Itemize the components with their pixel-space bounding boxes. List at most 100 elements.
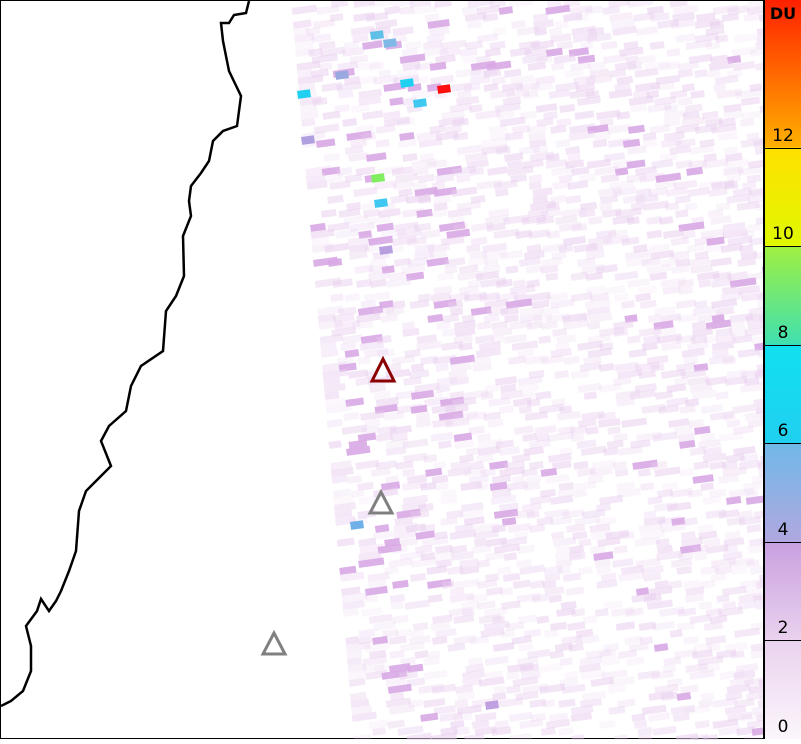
so2-pixel xyxy=(443,314,460,323)
colorbar-tick-label: 10 xyxy=(765,224,801,244)
so2-pixel xyxy=(432,636,448,645)
so2-pixel xyxy=(747,223,761,232)
so2-pixel xyxy=(647,496,662,505)
so2-pixels xyxy=(292,1,764,740)
so2-pixel xyxy=(694,69,707,78)
so2-pixel xyxy=(351,103,370,112)
so2-pixel xyxy=(389,650,404,659)
so2-pixel xyxy=(362,40,383,50)
so2-pixel xyxy=(316,5,339,15)
so2-pixel xyxy=(712,341,734,351)
so2-pixel xyxy=(567,622,585,631)
so2-pixel xyxy=(508,356,526,365)
so2-pixel xyxy=(371,467,391,477)
so2-pixel xyxy=(535,425,557,435)
so2-pixel xyxy=(511,635,532,645)
colorbar-tick-label: 12 xyxy=(765,126,801,146)
so2-pixel xyxy=(403,377,422,386)
so2-pixel xyxy=(608,706,625,715)
so2-pixel xyxy=(327,419,343,428)
so2-pixel xyxy=(726,419,740,428)
so2-pixel xyxy=(540,663,563,673)
so2-pixel xyxy=(360,411,384,421)
colorbar-tick-line xyxy=(765,443,801,444)
so2-pixel xyxy=(584,391,597,400)
so2-pixel xyxy=(571,370,589,379)
so2-pixel xyxy=(477,579,498,589)
so2-pixel xyxy=(551,62,565,71)
so2-pixel xyxy=(430,75,454,85)
so2-pixel xyxy=(358,356,371,365)
so2-pixel xyxy=(567,180,588,190)
so2-pixel xyxy=(484,314,500,323)
so2-pixel xyxy=(342,118,357,127)
so2-pixel xyxy=(655,391,673,400)
so2-pixel xyxy=(522,433,537,442)
so2-pixel xyxy=(601,41,618,50)
so2-pixel xyxy=(544,629,559,638)
so2-pixel xyxy=(548,89,569,99)
so2-pixel xyxy=(434,482,448,491)
so2-pixel xyxy=(513,580,531,589)
so2-pixel xyxy=(538,335,551,344)
so2-pixel xyxy=(666,48,680,57)
so2-pixel xyxy=(599,383,622,393)
so2-pixel xyxy=(737,258,756,267)
so2-pixel xyxy=(410,573,426,582)
map-canvas xyxy=(1,1,764,740)
so2-pixel xyxy=(420,713,438,722)
so2-pixel xyxy=(369,1,392,8)
so2-pixel xyxy=(718,131,738,141)
so2-pixel xyxy=(362,110,383,120)
so2-pixel xyxy=(504,69,522,78)
so2-pixel xyxy=(471,544,491,554)
so2-pixel xyxy=(670,629,683,638)
so2-pixel xyxy=(571,272,589,281)
so2-pixel xyxy=(693,461,709,470)
so2-pixel xyxy=(511,20,526,29)
so2-pixel xyxy=(684,517,698,526)
so2-pixel xyxy=(587,321,600,330)
so2-pixel xyxy=(550,495,573,505)
so2-pixel xyxy=(558,727,574,736)
so2-pixel xyxy=(734,33,756,43)
so2-pixel xyxy=(487,419,503,428)
so2-pixel xyxy=(493,642,514,652)
so2-pixel xyxy=(602,6,620,15)
so2-pixel xyxy=(652,621,674,631)
so2-pixel xyxy=(734,627,760,637)
so2-pixel xyxy=(347,475,362,484)
so2-pixel xyxy=(514,425,534,435)
so2-pixel xyxy=(328,440,341,449)
so2-pixel xyxy=(506,685,521,694)
so2-pixel xyxy=(555,20,569,29)
so2-pixel xyxy=(636,26,658,36)
so2-pixel xyxy=(574,110,594,120)
so2-pixel xyxy=(358,629,375,638)
so2-pixel xyxy=(436,363,449,372)
so2-pixel xyxy=(321,209,337,218)
so2-pixel xyxy=(504,552,517,561)
so2-pixel xyxy=(695,720,710,729)
so2-pixel xyxy=(692,474,713,484)
so2-pixel xyxy=(634,720,647,729)
so2-pixel xyxy=(595,608,609,617)
so2-pixel xyxy=(618,649,637,659)
so2-pixel xyxy=(626,656,645,665)
so2-pixel xyxy=(716,391,729,400)
so2-pixel xyxy=(607,426,621,435)
so2-pixel xyxy=(423,698,445,708)
so2-pixel xyxy=(556,139,570,148)
so2-pixel xyxy=(688,187,710,197)
so2-pixel xyxy=(376,433,393,442)
so2-pixel xyxy=(621,417,647,427)
so2-pixel xyxy=(683,636,699,645)
so2-pixel xyxy=(599,363,615,372)
so2-pixel xyxy=(618,446,643,456)
so2-pixel xyxy=(722,586,747,596)
so2-pixel xyxy=(340,342,356,351)
so2-pixel xyxy=(519,405,532,414)
so2-pixel xyxy=(559,104,575,113)
so2-pixel xyxy=(631,713,645,722)
so2-pixel xyxy=(675,209,688,218)
